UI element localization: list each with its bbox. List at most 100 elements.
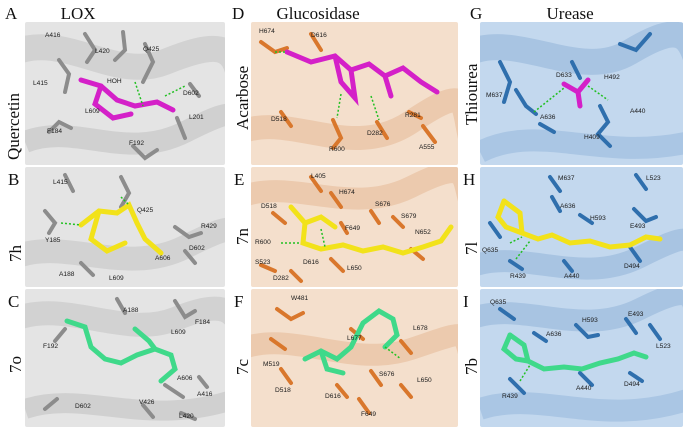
res-A-F184: F184 xyxy=(47,128,63,135)
res-E-S523: S523 xyxy=(255,259,271,266)
res-B-L415: L415 xyxy=(53,179,68,186)
res-C-D602: D602 xyxy=(75,403,91,410)
res-E-F649: F649 xyxy=(345,225,361,232)
res-F-S676: S676 xyxy=(379,371,395,378)
res-E-H674: H674 xyxy=(339,189,355,196)
row-label-quercetin: Quercetin xyxy=(4,92,23,160)
res-E-L650: L650 xyxy=(347,265,362,272)
panel-letter-I: I xyxy=(463,292,469,311)
panel-G: D633 H492 M637 A440 A636 H409 xyxy=(480,22,683,165)
res-B-R429: R429 xyxy=(201,223,217,230)
panel-A: A416 L420 Q425 L415 HOH D602 L609 F184 L… xyxy=(25,22,225,165)
panel-letter-D: D xyxy=(232,4,245,23)
col-title-glucosidase: D Glucosidase xyxy=(232,4,360,24)
res-D-R281: R281 xyxy=(405,112,421,119)
panel-C-render xyxy=(25,296,225,421)
res-E-D282: D282 xyxy=(273,275,289,282)
row-label-7n: 7n xyxy=(233,228,252,245)
row-label-7c: 7c xyxy=(233,358,252,375)
res-A-L420: L420 xyxy=(95,48,110,55)
res-H-L523: L523 xyxy=(646,175,661,182)
res-A-Q425: Q425 xyxy=(143,46,160,53)
col-title-lox: A LOX xyxy=(5,4,96,24)
row-label-7h: 7h xyxy=(6,245,25,262)
res-C-L609: L609 xyxy=(171,329,186,336)
panel-letter-G: G xyxy=(470,4,483,23)
res-C-A188: A188 xyxy=(123,307,139,314)
res-E-N652: N652 xyxy=(415,229,431,236)
panel-E-render xyxy=(251,167,458,283)
res-A-D602: D602 xyxy=(183,90,199,97)
panel-B-render xyxy=(25,173,225,277)
panel-H-render xyxy=(480,173,683,280)
panel-I: Q635 H593 E493 A636 L523 R439 A440 D494 xyxy=(480,289,683,427)
res-E-R600: R600 xyxy=(255,239,271,246)
res-H-R439: R439 xyxy=(510,273,526,280)
res-I-D494: D494 xyxy=(624,381,640,388)
res-C-F184: F184 xyxy=(195,319,211,326)
res-I-H593: H593 xyxy=(582,317,598,324)
res-E-S676: S676 xyxy=(375,201,391,208)
panel-letter-B: B xyxy=(8,170,20,189)
panel-F: W481 L677 L678 M519 S676 L650 D518 D616 … xyxy=(251,289,458,427)
res-D-D282: D282 xyxy=(367,130,383,137)
res-D-H674: H674 xyxy=(259,28,275,35)
res-B-L609: L609 xyxy=(109,275,124,282)
res-D-R600: R600 xyxy=(329,146,345,153)
panel-letter-F: F xyxy=(234,292,244,311)
res-D-A555: A555 xyxy=(419,144,435,151)
panel-B: L415 Q425 R429 Y185 A606 D602 A188 L609 xyxy=(25,167,225,287)
panel-letter-C: C xyxy=(8,292,20,311)
title-glucosidase: Glucosidase xyxy=(276,4,360,23)
res-E-D616: D616 xyxy=(303,259,319,266)
res-G-M637: M637 xyxy=(486,92,503,99)
res-F-L678: L678 xyxy=(413,325,428,332)
panel-letter-H: H xyxy=(463,170,476,189)
res-I-R439: R439 xyxy=(502,393,518,400)
res-H-Q635: Q635 xyxy=(482,247,499,254)
res-A-L415: L415 xyxy=(33,80,48,87)
res-H-A440: A440 xyxy=(564,273,580,280)
res-I-Q635: Q635 xyxy=(490,299,507,306)
res-F-D518: D518 xyxy=(275,387,291,394)
panel-F-render xyxy=(251,307,458,415)
res-F-F649: F649 xyxy=(361,411,377,418)
res-H-H593: H593 xyxy=(590,215,606,222)
res-F-L650: L650 xyxy=(417,377,432,384)
res-H-E493: E493 xyxy=(630,223,646,230)
res-G-H409: H409 xyxy=(584,134,600,141)
res-I-E493: E493 xyxy=(628,311,644,318)
res-G-A636: A636 xyxy=(540,114,556,121)
panel-G-render xyxy=(480,22,683,163)
res-B-A606: A606 xyxy=(155,255,171,262)
res-I-L523: L523 xyxy=(656,343,671,350)
title-lox: LOX xyxy=(60,4,96,23)
res-F-L677: L677 xyxy=(347,335,362,342)
res-E-L405: L405 xyxy=(311,173,326,180)
res-F-M519: M519 xyxy=(263,361,280,368)
panel-C: A188 F184 L609 F192 A606 A416 D602 V426 … xyxy=(25,289,225,427)
res-B-A188: A188 xyxy=(59,271,75,278)
panel-I-render xyxy=(480,289,683,422)
res-E-D518: D518 xyxy=(261,203,277,210)
res-B-D602: D602 xyxy=(189,245,205,252)
res-H-M637: M637 xyxy=(558,175,575,182)
row-label-7b: 7b xyxy=(462,358,481,375)
res-A-L609: L609 xyxy=(85,108,100,115)
res-B-Q425: Q425 xyxy=(137,207,154,214)
res-F-W481: W481 xyxy=(291,295,309,302)
row-label-thiourea: Thiourea xyxy=(462,63,481,125)
res-A-A416: A416 xyxy=(45,32,61,39)
res-H-D494: D494 xyxy=(624,263,640,270)
res-F-D616: D616 xyxy=(325,393,341,400)
res-H-A636: A636 xyxy=(560,203,576,210)
res-C-A416: A416 xyxy=(197,391,213,398)
res-E-S679: S679 xyxy=(401,213,417,220)
res-G-D633: D633 xyxy=(556,72,572,79)
panel-letter-E: E xyxy=(234,170,245,189)
res-B-Y185: Y185 xyxy=(45,237,61,244)
res-A-HOH: HOH xyxy=(107,78,122,85)
title-urease: Urease xyxy=(546,4,594,23)
panel-H: M637 L523 A636 H593 E493 Q635 R439 A440 … xyxy=(480,167,683,287)
res-I-A636: A636 xyxy=(546,331,562,338)
